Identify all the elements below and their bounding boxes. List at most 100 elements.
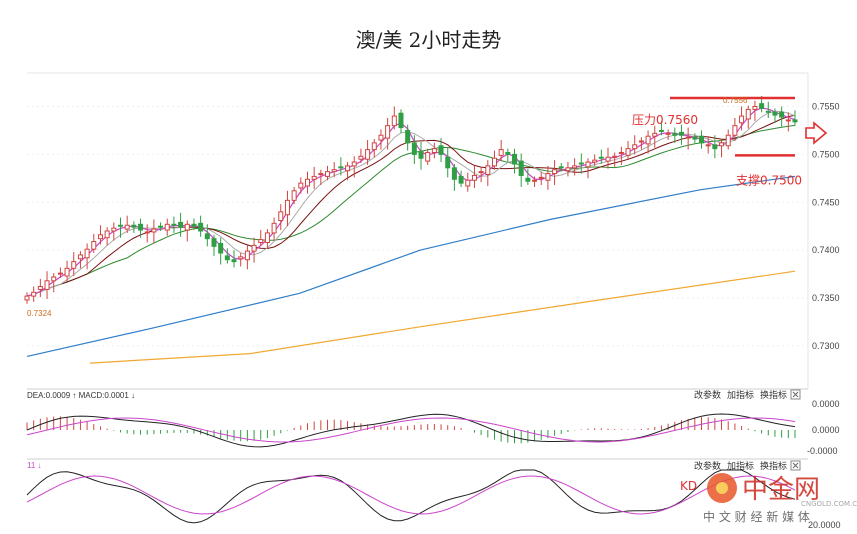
candle-body: [525, 177, 531, 182]
candle: [498, 140, 504, 162]
candle-body: [458, 175, 464, 184]
candle: [371, 139, 377, 158]
candle: [44, 271, 50, 299]
candle-body: [792, 119, 798, 123]
candle-body: [719, 142, 725, 147]
candle-body: [632, 144, 638, 150]
candle-body: [258, 239, 264, 243]
candle: [304, 171, 310, 194]
candle: [745, 105, 751, 129]
candle-body: [311, 175, 317, 180]
kdj-label: KD: [680, 479, 697, 493]
candle: [51, 273, 57, 293]
kdj-change-params-button[interactable]: 改参数: [694, 460, 721, 472]
candle: [765, 101, 771, 119]
candle: [425, 148, 431, 165]
candle: [752, 100, 758, 121]
switch-indicator-button[interactable]: 换指标: [760, 389, 787, 401]
candle: [104, 227, 110, 246]
candle-body: [565, 167, 571, 172]
candle-body: [471, 174, 477, 181]
candle: [158, 222, 164, 231]
candle: [505, 148, 511, 163]
candle-body: [345, 165, 351, 172]
candle: [699, 130, 705, 149]
candle: [445, 147, 451, 178]
candle: [772, 108, 778, 123]
candle-body: [759, 103, 765, 109]
candle: [405, 124, 411, 151]
candle-body: [191, 223, 197, 227]
candle: [131, 221, 137, 233]
candle: [572, 158, 578, 176]
y-tick-3: 0.7400: [812, 245, 840, 255]
candle-body: [264, 232, 270, 243]
watermark-sub: 中 文 财 经 新 媒 体: [703, 509, 810, 524]
chart-title: 澳/美 2小时走势: [355, 28, 502, 52]
candle-body: [204, 233, 210, 240]
candle: [458, 170, 464, 187]
candle-body: [124, 224, 130, 230]
candle: [71, 252, 77, 277]
candle: [665, 129, 671, 141]
add-indicator-button[interactable]: 加指标: [727, 389, 754, 401]
candle: [231, 250, 237, 268]
candle: [298, 177, 304, 194]
change-params-button[interactable]: 改参数: [694, 389, 721, 401]
candle-body: [532, 179, 538, 182]
candle-body: [618, 151, 624, 154]
candle-body: [138, 223, 144, 231]
candle-body: [71, 261, 77, 269]
candle: [117, 217, 123, 238]
candle: [291, 186, 297, 205]
candle: [338, 157, 344, 176]
candle: [385, 118, 391, 150]
candle: [351, 156, 357, 178]
candle: [538, 171, 544, 186]
candle-body: [298, 182, 304, 189]
candle-body: [598, 156, 604, 159]
candle-body: [51, 276, 57, 282]
candle: [558, 163, 564, 172]
candle-body: [291, 190, 297, 201]
candle-body: [445, 156, 451, 169]
candle-body: [131, 224, 137, 228]
candle: [545, 165, 551, 190]
candle-body: [164, 223, 170, 231]
candle-body: [678, 131, 684, 136]
candle-body: [304, 178, 310, 187]
candle: [491, 150, 497, 170]
candle: [451, 163, 457, 191]
candle-body: [512, 153, 518, 165]
candle-body: [351, 161, 357, 167]
candle-body: [338, 166, 344, 169]
candle-body: [358, 155, 364, 160]
candle: [138, 218, 144, 238]
macd-panel: DEA:0.0009 ↑ MACD:0.0001 ↓ 0.0000 0.0000…: [26, 388, 840, 456]
kdj-switch-indicator-button[interactable]: 换指标: [760, 460, 787, 472]
candle-body: [545, 173, 551, 181]
candle: [678, 124, 684, 145]
ma-dark-line: [26, 114, 796, 297]
candle-body: [144, 231, 150, 234]
y-tick-2: 0.7450: [812, 197, 840, 207]
candle: [198, 215, 204, 237]
candle-body: [271, 222, 277, 234]
candle-body: [478, 171, 484, 174]
candle-body: [625, 148, 631, 156]
macd-tick-2: 0.0000: [812, 425, 840, 435]
candle-body: [158, 225, 164, 228]
kdj-close-icon[interactable]: [790, 460, 801, 471]
candle: [598, 149, 604, 164]
watermark: 中金网 CNGOLD.COM.CN 中 文 财 经 新 媒 体: [703, 473, 857, 524]
macd-tick-1: 0.0000: [812, 399, 840, 409]
candle: [638, 137, 644, 150]
candle: [779, 106, 785, 127]
resistance-label: 压力0.7560: [632, 113, 698, 127]
main-panel: 压力0.7560 支撑0.7500 0.7556 0.7550 0.7500 0.745…: [24, 72, 840, 389]
candle: [284, 190, 290, 227]
candle-body: [425, 151, 431, 162]
candle-body: [765, 110, 771, 113]
kdj-add-indicator-button[interactable]: 加指标: [727, 460, 754, 472]
close-icon[interactable]: [790, 389, 801, 400]
